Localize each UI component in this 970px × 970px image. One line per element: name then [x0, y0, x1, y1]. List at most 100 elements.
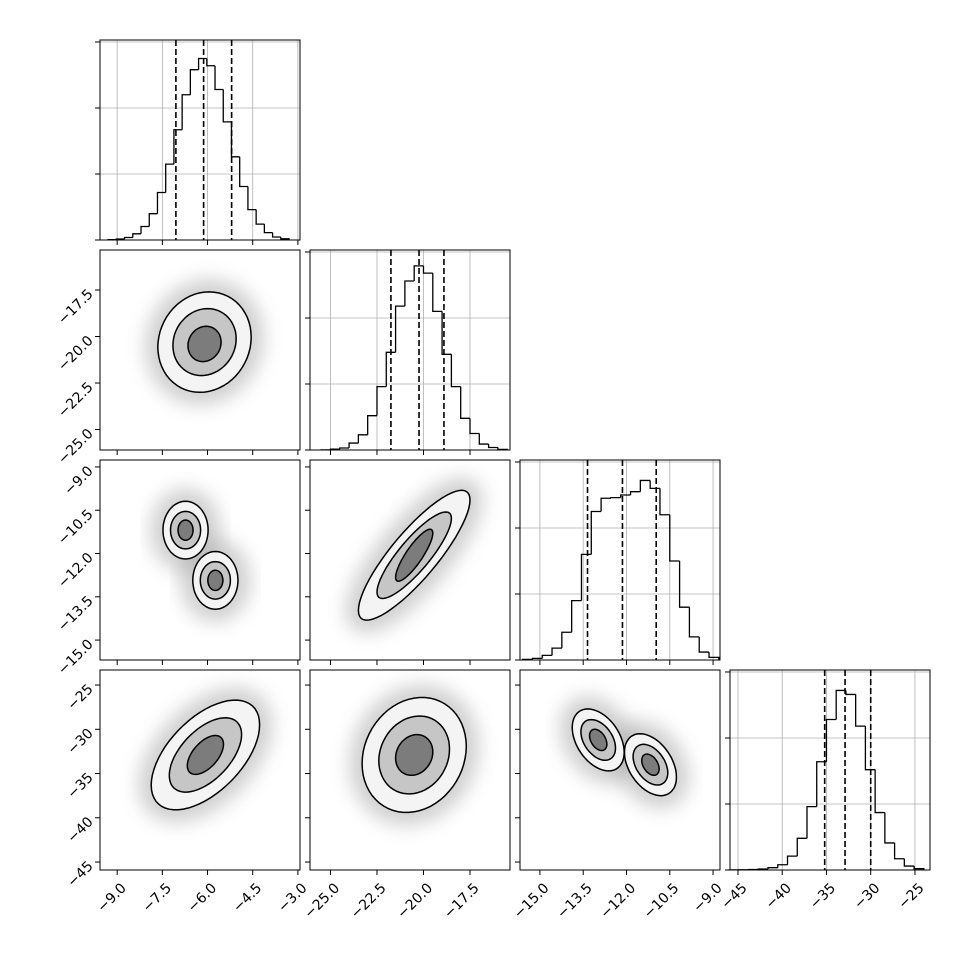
hist-bin — [165, 163, 174, 193]
panel-frame — [99, 39, 301, 241]
hist-bin — [620, 494, 631, 498]
hist-bin — [629, 491, 641, 495]
hist-bin — [610, 496, 621, 499]
y-tick-label: −45 — [64, 858, 96, 890]
hist-bin — [698, 636, 710, 653]
contour-fill — [188, 326, 222, 362]
x-tick-label: −20.0 — [394, 880, 436, 922]
hist-bin — [678, 560, 690, 608]
hist-bin — [913, 866, 925, 870]
hist-bin — [173, 129, 183, 165]
hist-bin — [469, 418, 480, 435]
hist-bin — [357, 434, 368, 444]
y-tick-label: −17.5 — [55, 286, 97, 328]
hist-bin — [181, 94, 191, 130]
panel-frame — [519, 459, 721, 661]
x-tick-label: −30 — [851, 880, 883, 912]
hist-bin — [864, 726, 876, 771]
hist-bin — [394, 305, 405, 353]
panel-frame — [99, 459, 301, 661]
hist-bin — [571, 599, 582, 633]
hist-bin — [206, 58, 216, 67]
panel-frame — [519, 669, 721, 871]
x-tick-label: −15.0 — [511, 880, 553, 922]
hist-bin — [367, 415, 377, 435]
hist-bin — [806, 805, 817, 839]
hist-bin — [413, 265, 424, 282]
x-tick-label: −17.5 — [441, 880, 483, 922]
x-tick-label: −25 — [895, 880, 927, 912]
hist-bin — [280, 236, 290, 240]
contour-line — [376, 511, 453, 600]
contour-fill — [187, 735, 224, 775]
hist-bin — [777, 864, 788, 868]
hist-bin — [271, 232, 281, 238]
hist-bin — [786, 855, 798, 865]
y-tick-label: −35 — [64, 770, 96, 802]
y-tick-label: −25 — [64, 681, 96, 713]
density — [138, 687, 273, 823]
hist-bin — [551, 647, 562, 656]
y-tick-label: −20.0 — [55, 333, 97, 375]
contour-line — [162, 500, 209, 560]
hist-bin — [255, 209, 265, 225]
contour-fill — [207, 570, 223, 591]
hist-bin — [239, 156, 248, 188]
hist-bin — [422, 265, 433, 274]
hist-bin — [148, 213, 158, 227]
x-tick-label: −4.5 — [230, 880, 265, 915]
hist-bin — [432, 273, 443, 313]
contour-line — [157, 291, 252, 394]
hist-bin — [487, 444, 498, 449]
hist-bin — [263, 224, 273, 234]
panel-frame — [309, 249, 511, 451]
y-tick-label: −9.0 — [61, 463, 96, 498]
panel-frame — [729, 669, 931, 871]
hist-bin — [884, 812, 895, 844]
density — [349, 684, 480, 826]
hist-bin — [115, 238, 125, 240]
y-tick-label: −40 — [64, 814, 96, 846]
density — [149, 488, 252, 623]
hist-bin — [123, 236, 133, 240]
contour-fill — [178, 520, 194, 541]
hist-bin — [561, 631, 572, 649]
hist-bin — [600, 497, 611, 512]
hist-bin — [541, 654, 553, 659]
contour-line — [187, 325, 222, 363]
hist-bin — [404, 280, 415, 307]
hist-bin — [816, 761, 827, 807]
contour-line — [361, 696, 468, 814]
hist-bin — [339, 447, 350, 450]
contour-line — [199, 560, 232, 600]
x-tick-label: −22.5 — [348, 880, 390, 922]
x-tick-label: −25.0 — [301, 880, 343, 922]
x-tick-label: −35 — [807, 880, 839, 912]
contour-fill — [395, 734, 433, 776]
hist-bin — [639, 479, 651, 492]
contour-line — [378, 715, 451, 795]
contour-fill — [395, 529, 433, 582]
contour-line — [394, 528, 434, 582]
x-tick-label: −12.0 — [597, 880, 639, 922]
x-tick-label: −10.5 — [641, 880, 683, 922]
y-tick-label: −30 — [64, 726, 96, 758]
hist-bin — [796, 837, 807, 857]
contour-line — [150, 699, 261, 811]
hist-bin — [478, 433, 489, 445]
hist-bin — [460, 386, 470, 419]
contour-line — [623, 732, 678, 797]
y-tick-label: −12.0 — [55, 550, 97, 592]
contour-line — [588, 728, 608, 752]
hist-bin — [825, 718, 837, 762]
hist-bin — [649, 480, 660, 490]
hist-bin — [140, 225, 150, 234]
panel-frame — [99, 249, 301, 451]
hist-bin — [197, 57, 207, 70]
hist-bin — [230, 121, 240, 158]
x-tick-label: −7.5 — [140, 880, 175, 915]
hist-bin — [845, 690, 856, 696]
x-tick-label: −6.0 — [185, 880, 220, 915]
